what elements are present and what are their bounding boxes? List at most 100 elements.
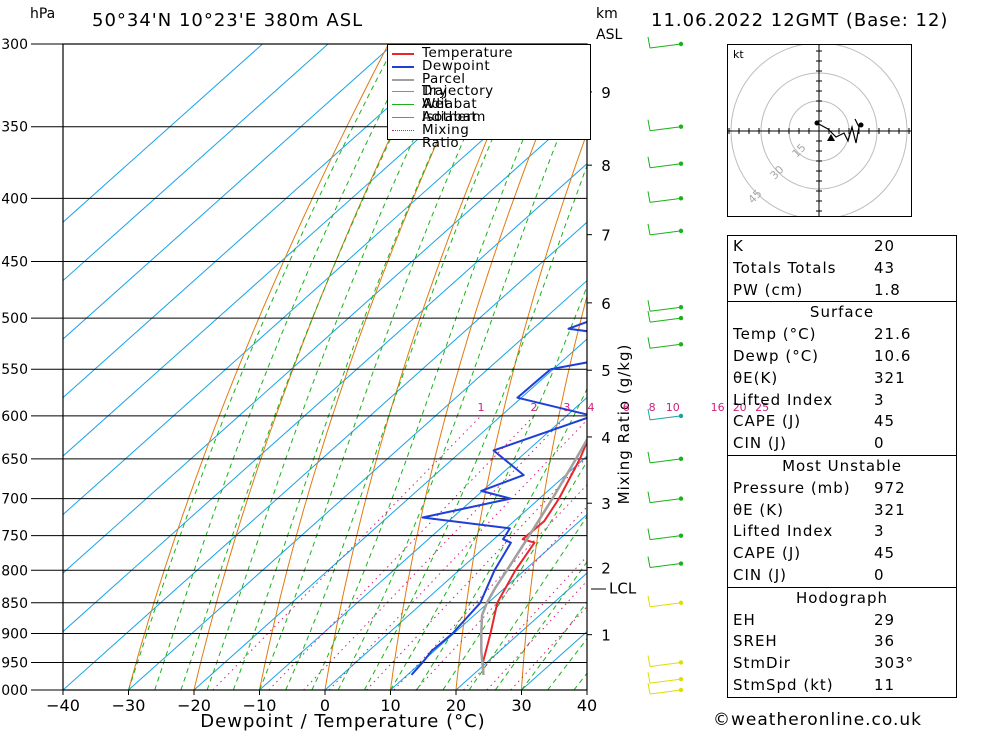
mixing-ratio-axis-label: Mixing Ratio (g/kg): [615, 344, 633, 505]
x-tick-label: 10: [380, 696, 400, 715]
wind-barb-flag: [647, 451, 651, 463]
mu-row-cape: CAPE (J) 45: [733, 544, 896, 563]
pressure-unit-label: hPa: [30, 6, 56, 22]
hodograph-unit: kt: [733, 48, 744, 61]
indices-table: K 20 Totals Totals 43 PW (cm) 1.8 Surface T…: [727, 235, 957, 698]
wet-adiabat-line: [494, 561, 587, 690]
height-tick-label: 8: [601, 157, 611, 175]
x-tick-label: −20: [177, 696, 211, 715]
pressure-tick-label: 300: [1, 37, 28, 53]
wind-barb: [649, 661, 682, 667]
pressure-tick-label: 900: [1, 626, 28, 642]
wind-barb: [649, 306, 682, 312]
copyright-link[interactable]: ©weatheronline.co.uk: [713, 710, 923, 730]
wind-barb: [649, 563, 682, 569]
datetime-title: 11.06.2022 12GMT (Base: 12): [651, 10, 949, 31]
mixing-ratio-label: 8: [649, 401, 656, 414]
hodograph-ring-label-30: 30: [768, 163, 787, 182]
surface-row-dewp: Dewp (°C) 10.6: [733, 346, 912, 365]
wind-barb-flag: [647, 408, 651, 421]
sounding-series: [410, 320, 587, 676]
isotherm-line: [63, 221, 587, 690]
wind-barb-dot: [678, 561, 684, 566]
pressure-tick-label: 750: [1, 529, 28, 545]
isotherm-line: [455, 572, 587, 690]
wind-barb-dot: [678, 600, 684, 605]
pressure-tick-label: 800: [1, 563, 28, 579]
hodo-row-stmdir: StmDir 303°: [733, 654, 915, 673]
pressure-tick-label: 550: [1, 362, 28, 378]
height-tick-label: 7: [601, 227, 611, 245]
wind-barb-flag: [647, 310, 651, 323]
x-tick-label: 0: [320, 696, 330, 715]
mu-row-cin: CIN (J) 0: [733, 565, 885, 584]
hodo-row-stmspd: StmSpd (kt) 11: [733, 675, 896, 694]
hodograph-ring-label-45: 45: [746, 187, 765, 206]
wind-barb-dot: [678, 687, 684, 693]
mixing-ratio-line: [463, 555, 587, 690]
pressure-tick-label: 700: [1, 492, 28, 508]
mixing-ratio-label: 25: [755, 401, 769, 414]
surface-row-cin: CIN (J) 0: [733, 434, 885, 453]
dewpoint-line: [410, 320, 587, 676]
wind-barb-flag: [647, 556, 651, 568]
pressure-tick-label: 450: [1, 255, 28, 271]
wet-adiabat-line: [363, 164, 587, 690]
mixing-ratio-label: 1: [477, 401, 484, 414]
mixing-ratio-line: [415, 506, 587, 690]
wind-barb-flag: [647, 337, 651, 349]
mixing-ratio-line: [393, 484, 587, 690]
wind-barb-dot: [678, 456, 684, 462]
hodograph-trace: [816, 118, 860, 144]
height-unit-asl: ASL: [596, 27, 623, 43]
wind-barb: [649, 197, 682, 203]
surface-row-li: Lifted Index 3: [733, 390, 885, 409]
wind-barb-dot: [678, 41, 684, 47]
wind-barb-dot: [678, 533, 684, 538]
mixing-ratio-line: [510, 605, 587, 690]
wind-barb: [649, 689, 682, 695]
wind-barb-dot: [678, 196, 684, 201]
isotherm-line: [128, 279, 587, 690]
dry-adiabat-line: [128, 44, 389, 690]
wind-barb: [649, 535, 682, 541]
mixing-ratio-line: [366, 456, 587, 690]
wind-barb-flag: [647, 672, 651, 684]
wind-barb: [649, 498, 682, 504]
wind-barb: [649, 317, 682, 323]
index-row-k: K 20: [733, 237, 896, 255]
wind-barb-flag: [647, 223, 651, 235]
mixing-ratio-label: 20: [733, 401, 747, 414]
hodograph-box-title: Hodograph: [728, 586, 956, 610]
isotherm-line: [390, 513, 587, 690]
mixing-ratio-line: [486, 580, 587, 690]
height-tick-label: 3: [601, 495, 611, 513]
pressure-tick-label: 850: [1, 596, 28, 612]
isotherm-line: [63, 44, 394, 340]
wet-adiabat-line: [285, 44, 534, 690]
wind-barb-dot: [678, 342, 684, 347]
x-tick-label: −10: [243, 696, 277, 715]
mixing-ratio-label: 2: [531, 401, 538, 414]
isotherm-line: [324, 455, 587, 690]
wind-barb: [649, 343, 682, 349]
wind-barb-dot: [678, 228, 684, 234]
wind-barb-dot: [678, 315, 684, 321]
hodograph-start-dot: [814, 120, 820, 126]
wind-barbs: [647, 36, 684, 695]
wind-barb-dot: [678, 676, 684, 682]
lcl-label: LCL: [609, 579, 637, 597]
surface-title: Surface: [728, 301, 956, 324]
plot-frame: [62, 43, 588, 691]
mixing-ratio-label: 6: [623, 401, 630, 414]
chart-legend: Temperature Dewpoint Parcel Trajectory D…: [387, 44, 591, 149]
wind-barb: [649, 415, 682, 421]
wind-barb-dot: [678, 305, 684, 310]
hodograph-end-dot: [858, 122, 864, 128]
mu-row-pressure: Pressure (mb) 972: [733, 478, 906, 497]
mu-row-thetae: θE (K) 321: [733, 500, 906, 519]
parcel-trajectory-line: [480, 437, 587, 675]
wind-barb-dot: [678, 124, 684, 129]
dry-adiabat-line: [521, 294, 587, 690]
